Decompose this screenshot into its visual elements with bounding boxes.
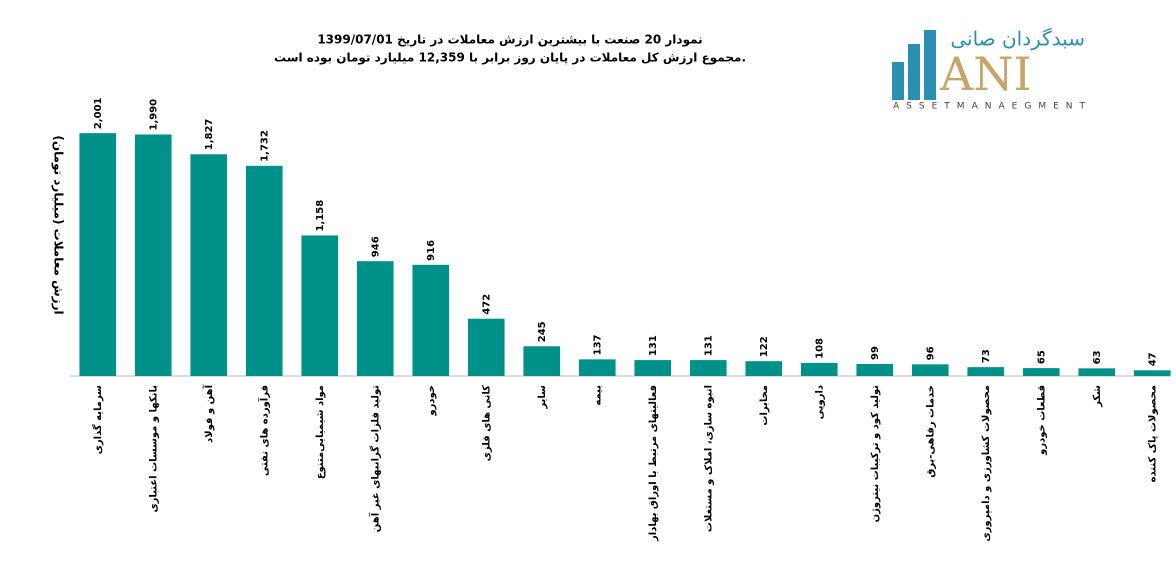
bar	[467, 318, 505, 376]
chart-title: نمودار 20 صنعت با بیشترین ارزش معاملات د…	[317, 33, 702, 48]
bar	[634, 360, 672, 376]
x-tick-label: قطعات خودرو	[1036, 385, 1047, 456]
x-tick-label: فعالیتهای مرتبط با اوراق بهادار	[648, 385, 659, 542]
bar	[190, 154, 228, 376]
bar	[578, 359, 616, 376]
value-label: 65	[1036, 350, 1047, 364]
bar	[79, 133, 117, 376]
value-label: 1,158	[315, 200, 326, 232]
x-tick-label: سرمایه گذاری	[91, 385, 104, 454]
bar	[745, 361, 783, 376]
value-label: 131	[703, 335, 714, 356]
value-label: 73	[981, 349, 992, 363]
chart-subtitle: مجموع ارزش کل معاملات در پایان روز برابر…	[274, 51, 746, 66]
x-tick-label: محصولات پاک کننده	[1147, 385, 1158, 482]
x-tick-label: خودرو	[426, 385, 437, 417]
bar	[800, 362, 838, 376]
value-label: 137	[592, 334, 603, 355]
value-label: 63	[1092, 350, 1103, 364]
x-tick-label: مخابرات	[759, 385, 770, 426]
x-tick-label: دارویی	[814, 385, 825, 419]
bar	[356, 261, 394, 376]
x-tick-label: سایر	[537, 385, 548, 410]
x-tick-label: بیمه	[592, 385, 603, 406]
x-tick-label: خدمات رفاهی-برق	[925, 385, 936, 478]
x-tick-label: کانی های فلزی	[481, 385, 492, 461]
value-label: 131	[648, 335, 659, 356]
logo: سبدگردان صانی ANI ASSETMANAEGMENT	[892, 27, 1086, 112]
bar	[412, 264, 450, 376]
bar	[134, 134, 172, 376]
value-label: 2,001	[93, 97, 104, 129]
value-label: 1,827	[204, 119, 215, 151]
logo-bar	[924, 30, 936, 100]
value-label: 122	[759, 336, 770, 357]
x-tick-label: فرآورده های نفتی	[257, 385, 270, 476]
value-label: 245	[537, 321, 548, 342]
value-label: 47	[1147, 352, 1158, 366]
x-tick-label: انبوه سازی، املاک و مستغلات	[703, 385, 714, 532]
x-tick-label: آهن و فولاد	[202, 384, 215, 443]
value-label: 916	[426, 240, 437, 261]
y-axis-label: ارزش معاملات (میلیارد تومان)	[51, 135, 66, 314]
logo-name: سبدگردان صانی	[950, 27, 1085, 51]
value-label: 96	[925, 346, 936, 360]
x-tick-label: تولید کود و ترکیبات نیتروژن	[870, 385, 881, 523]
value-label: 108	[814, 338, 825, 359]
x-tick-label: مواد شیمیایی‌متنوع	[315, 385, 326, 479]
bar	[856, 363, 894, 376]
value-label: 99	[870, 346, 881, 360]
logo-tagline: ASSETMANAEGMENT	[893, 102, 1086, 112]
logo-bar	[908, 44, 920, 100]
bar	[689, 360, 727, 376]
x-tick-label: تولید فلزات گرانبهای غیر آهن	[368, 385, 381, 532]
bar	[1022, 368, 1060, 376]
bar	[911, 364, 949, 376]
bar	[523, 346, 561, 376]
bar	[1078, 368, 1116, 376]
bar	[301, 235, 339, 376]
logo-mark: ANI	[939, 47, 1032, 101]
value-label: 472	[481, 294, 492, 315]
bar	[1133, 370, 1171, 376]
x-tick-label: شکر	[1092, 385, 1103, 408]
value-label: 1,990	[148, 99, 159, 131]
value-label: 1,732	[259, 130, 270, 162]
bar	[245, 165, 283, 376]
value-label: 946	[370, 236, 381, 257]
logo-bar	[892, 62, 904, 100]
bar	[967, 367, 1005, 376]
x-tick-label: محصولات کشاورزی و دامپروری	[981, 385, 992, 542]
x-tick-label: بانکها و موسسات اعتباری	[148, 385, 159, 512]
